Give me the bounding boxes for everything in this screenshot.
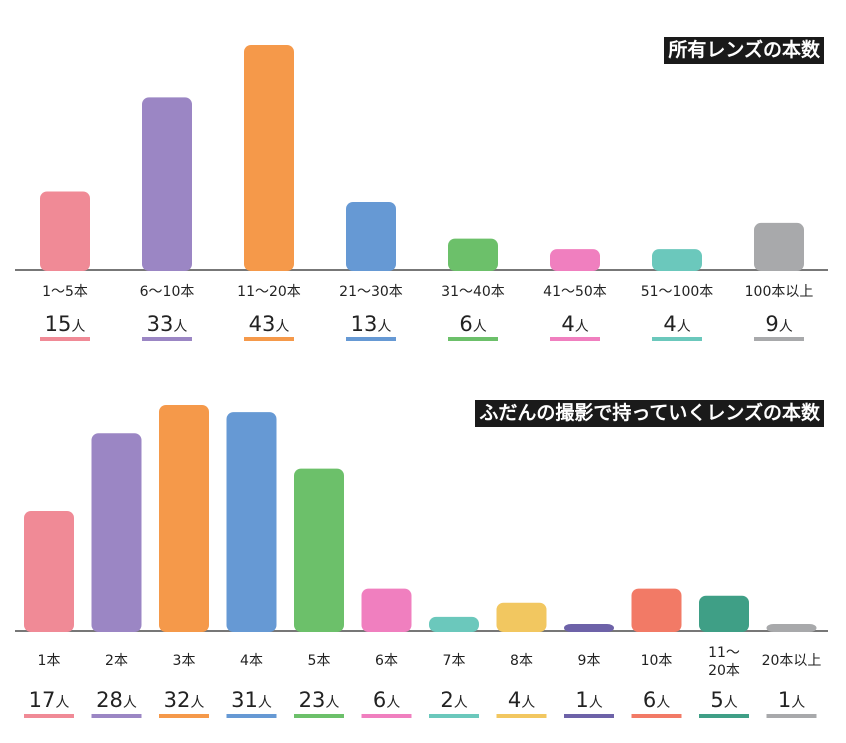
- category-label: 10本: [641, 653, 673, 669]
- legend-underline: [91, 714, 142, 718]
- count-label: 15人: [45, 312, 86, 336]
- count-label: 6人: [373, 688, 400, 712]
- category-label: 9本: [578, 653, 601, 669]
- legend-underline: [40, 337, 90, 341]
- category-label: 3本: [173, 653, 196, 669]
- bar: [159, 405, 209, 632]
- bar: [766, 623, 817, 632]
- legend-underline: [294, 714, 344, 718]
- bar: [226, 412, 277, 632]
- bar: [142, 97, 192, 271]
- bar: [346, 201, 396, 271]
- category-label: 21〜30本: [339, 284, 403, 300]
- bar: [40, 191, 90, 271]
- category-label: 41〜50本: [543, 284, 607, 300]
- legend-underline: [429, 714, 479, 718]
- legend-underline: [699, 714, 749, 718]
- category-label: 4本: [240, 653, 263, 669]
- chart-title: ふだんの撮影で持っていくレンズの本数: [475, 400, 824, 427]
- legend-underline: [631, 714, 682, 718]
- bar: [652, 249, 702, 271]
- count-label: 6人: [643, 688, 670, 712]
- count-label: 2人: [440, 688, 467, 712]
- legend-underline: [159, 714, 209, 718]
- count-label: 28人: [96, 688, 137, 712]
- bar: [361, 588, 412, 632]
- chart-owned-lenses: 所有レンズの本数 1〜5本 15人 6〜10本 33人 11〜20本 43人 21〜30本 1…: [0, 0, 846, 370]
- legend-underline: [496, 714, 547, 718]
- legend-underline: [550, 337, 600, 341]
- category-label: 20本以上: [762, 653, 822, 669]
- chart-owned-lenses-plot: 1〜5本 15人 6〜10本 33人 11〜20本 43人 21〜30本 13人 31〜40本 6…: [15, 45, 828, 341]
- count-label: 23人: [299, 688, 340, 712]
- count-label: 1人: [575, 688, 602, 712]
- legend-underline: [244, 337, 294, 341]
- bar: [448, 238, 498, 271]
- legend-underline: [346, 337, 396, 341]
- bar: [91, 433, 142, 632]
- category-label: 11〜20本: [708, 645, 740, 679]
- chart-carried-lenses-plot: 1本 17人 2本 28人 3本 32人 4本 31人 5本 23人 6本 6人 7本 2人 8本 4人 9本 1…: [15, 405, 828, 718]
- count-label: 4人: [561, 312, 588, 336]
- category-label: 31〜40本: [441, 284, 505, 300]
- bar: [24, 510, 74, 632]
- category-label: 7本: [443, 653, 466, 669]
- legend-underline: [226, 714, 277, 718]
- category-label: 8本: [510, 653, 533, 669]
- count-label: 9人: [765, 312, 792, 336]
- legend-underline: [754, 337, 804, 341]
- legend-underline: [652, 337, 702, 341]
- bar: [699, 595, 749, 632]
- count-label: 43人: [249, 312, 290, 336]
- bar: [754, 222, 804, 271]
- count-label: 32人: [164, 688, 205, 712]
- count-label: 33人: [147, 312, 188, 336]
- count-label: 13人: [351, 312, 392, 336]
- category-label: 51〜100本: [641, 284, 714, 300]
- chart-carried-lenses: ふだんの撮影で持っていくレンズの本数 1本 17人 2本 28人 3本 32人 4本 31人 5…: [0, 385, 846, 743]
- count-label: 5人: [710, 688, 737, 712]
- legend-underline: [448, 337, 498, 341]
- legend-underline: [564, 714, 614, 718]
- count-label: 1人: [778, 688, 805, 712]
- category-label: 6〜10本: [140, 284, 195, 300]
- bar: [429, 616, 479, 632]
- category-label: 5本: [308, 653, 331, 669]
- bar: [564, 623, 614, 632]
- bar: [294, 468, 344, 632]
- bar: [550, 249, 600, 271]
- legend-underline: [361, 714, 412, 718]
- legend-underline: [142, 337, 192, 341]
- count-label: 4人: [663, 312, 690, 336]
- bar: [631, 588, 682, 632]
- category-label: 6本: [375, 653, 398, 669]
- category-label: 1〜5本: [42, 284, 88, 300]
- bar: [244, 45, 294, 271]
- chart-title: 所有レンズの本数: [664, 37, 824, 64]
- count-label: 17人: [29, 688, 70, 712]
- legend-underline: [24, 714, 74, 718]
- category-label: 1本: [38, 653, 61, 669]
- count-label: 6人: [459, 312, 486, 336]
- count-label: 31人: [231, 688, 272, 712]
- category-label: 11〜20本: [237, 284, 301, 300]
- category-label: 100本以上: [745, 284, 814, 300]
- count-label: 4人: [508, 688, 535, 712]
- legend-underline: [766, 714, 817, 718]
- bar: [496, 602, 547, 632]
- category-label: 2本: [105, 653, 128, 669]
